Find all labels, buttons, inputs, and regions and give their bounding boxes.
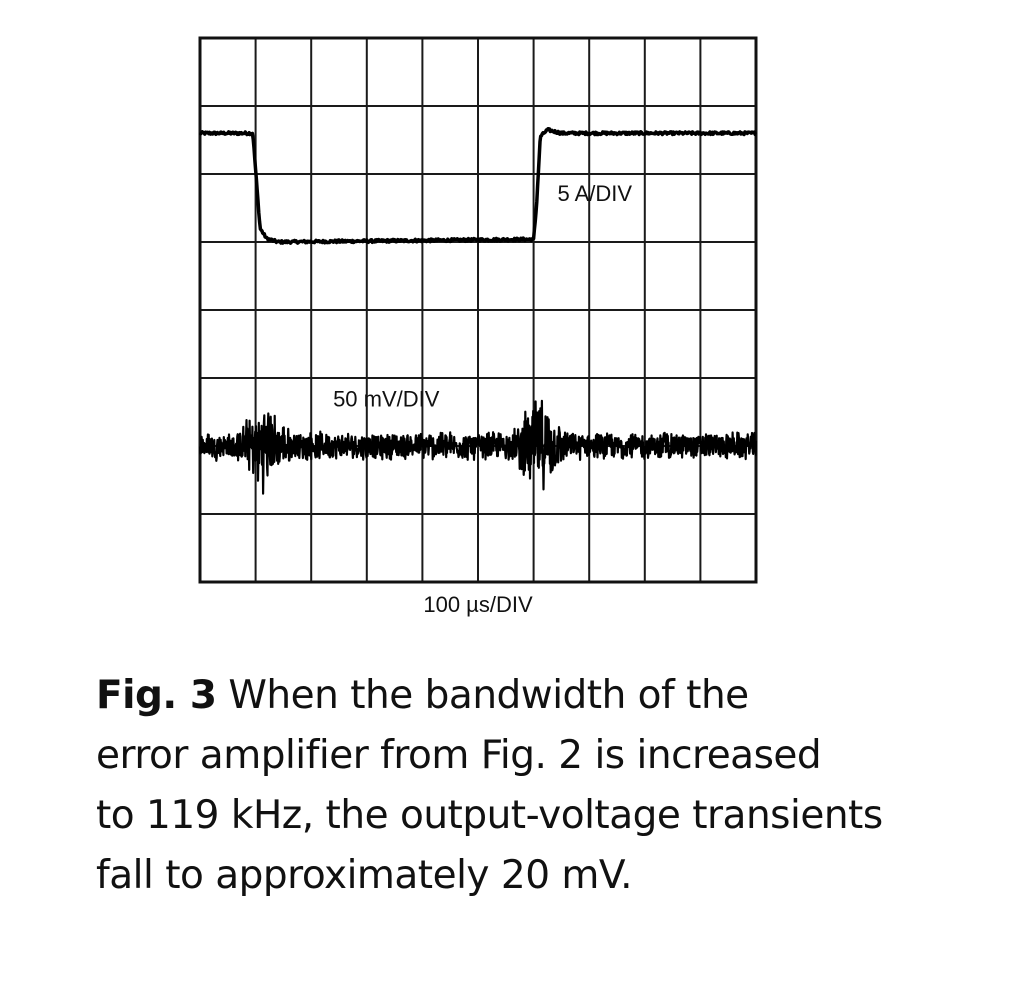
caption-line-3: to 119 kHz, the output-voltage transient…	[96, 793, 883, 838]
current-scale-label: 5 A/DIV	[557, 181, 632, 206]
caption-line-4: fall to approximately 20 mV.	[96, 853, 632, 898]
plot-frame	[198, 36, 758, 584]
voltage-trace	[198, 399, 758, 495]
x-axis-label: 100 µs/DIV	[423, 592, 533, 617]
current-trace	[198, 127, 757, 245]
figure-label: Fig. 3	[96, 673, 217, 718]
voltage-scale-label: 50 mV/DIV	[333, 387, 440, 412]
figure-caption: Fig. 3 When the bandwidth of the error a…	[96, 666, 996, 906]
scope-grid	[200, 38, 756, 582]
oscilloscope-plot: 5 A/DIV 50 mV/DIV 100 µs/DIV	[198, 36, 758, 617]
caption-line-1: When the bandwidth of the	[228, 673, 749, 718]
caption-line-2: error amplifier from Fig. 2 is increased	[96, 733, 822, 778]
traces	[198, 127, 758, 495]
trace-annotations: 5 A/DIV 50 mV/DIV	[333, 181, 632, 411]
